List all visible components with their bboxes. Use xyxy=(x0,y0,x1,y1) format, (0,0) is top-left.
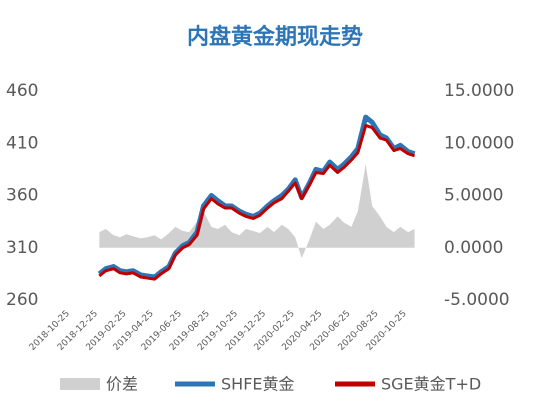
y2-tick-label: 0.0000 xyxy=(444,238,503,258)
area xyxy=(99,164,415,259)
y2-tick-label: 10.0000 xyxy=(444,133,514,153)
y-tick-label: 260 xyxy=(6,290,38,310)
line xyxy=(98,123,416,281)
y-tick-label: 410 xyxy=(6,133,38,153)
legend-label: SHFE黄金 xyxy=(221,375,295,394)
line xyxy=(97,114,416,280)
y2-tick-label: 5.0000 xyxy=(444,186,503,206)
y2-tick-label: -5.0000 xyxy=(444,290,510,310)
y-tick-label: 360 xyxy=(6,186,38,206)
legend-label: SGE黄金T+D xyxy=(381,375,481,394)
legend-swatch xyxy=(60,378,100,390)
y-tick-label: 460 xyxy=(6,81,38,101)
legend-label: 价差 xyxy=(106,375,138,394)
y2-tick-label: 15.0000 xyxy=(444,81,514,101)
chart-title: 内盘黄金期现走势 xyxy=(187,24,363,50)
y-tick-label: 310 xyxy=(6,238,38,258)
